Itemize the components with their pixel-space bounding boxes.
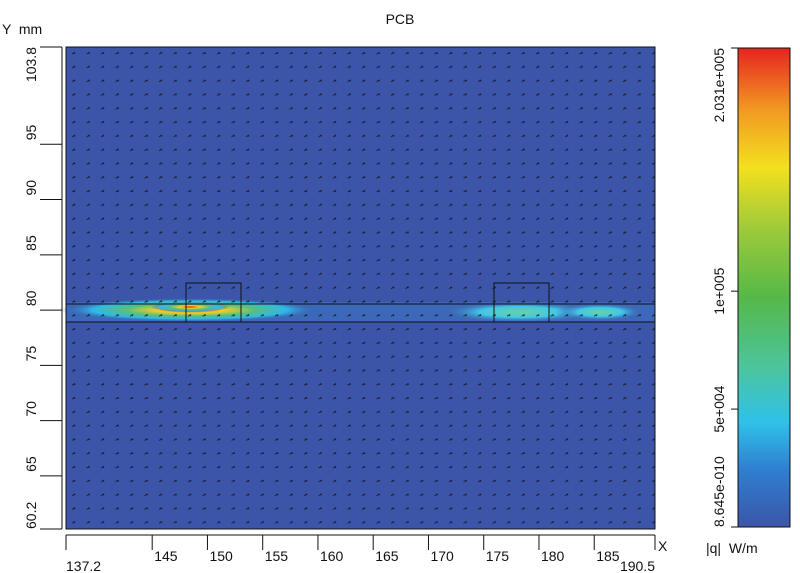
x-tick-label: 137.2 — [66, 558, 101, 573]
x-tick-label: 155 — [265, 548, 289, 564]
colorbar-tick-label: 5e+004 — [711, 385, 727, 432]
x-tick-label: 150 — [209, 548, 233, 564]
colorbar-tick-label: 2.031e+005 — [711, 48, 727, 123]
y-axis-label: Y mm — [2, 21, 42, 37]
y-tick-label: 75 — [23, 346, 39, 362]
chart-title: PCB — [386, 11, 415, 27]
x-tick-label: 180 — [541, 548, 565, 564]
y-tick-label: 85 — [23, 235, 39, 251]
y-tick-label: 95 — [23, 124, 39, 140]
colorbar-label: |q| W/m — [706, 540, 758, 556]
field-plot — [60, 46, 656, 530]
colorbar-tick-label: 1e+005 — [711, 267, 727, 314]
x-tick-label: 160 — [320, 548, 344, 564]
x-tick-label: 185 — [596, 548, 620, 564]
colorbar-tick-label: 8.645e-010 — [711, 456, 727, 527]
x-tick-label: 145 — [154, 548, 178, 564]
x-tick-label: 165 — [375, 548, 399, 564]
x-axis-label: X — [658, 538, 668, 554]
y-tick-label: 80 — [23, 290, 39, 306]
y-tick-label: 65 — [23, 456, 39, 472]
y-tick-label: 90 — [23, 180, 39, 196]
y-tick-label: 103.8 — [23, 47, 39, 82]
x-tick-label: 170 — [430, 548, 454, 564]
y-tick-label: 60.2 — [23, 502, 39, 529]
x-tick-label: 190.5 — [620, 558, 655, 573]
colorbar — [737, 47, 791, 528]
y-tick-label: 70 — [23, 401, 39, 417]
x-tick-label: 175 — [486, 548, 510, 564]
